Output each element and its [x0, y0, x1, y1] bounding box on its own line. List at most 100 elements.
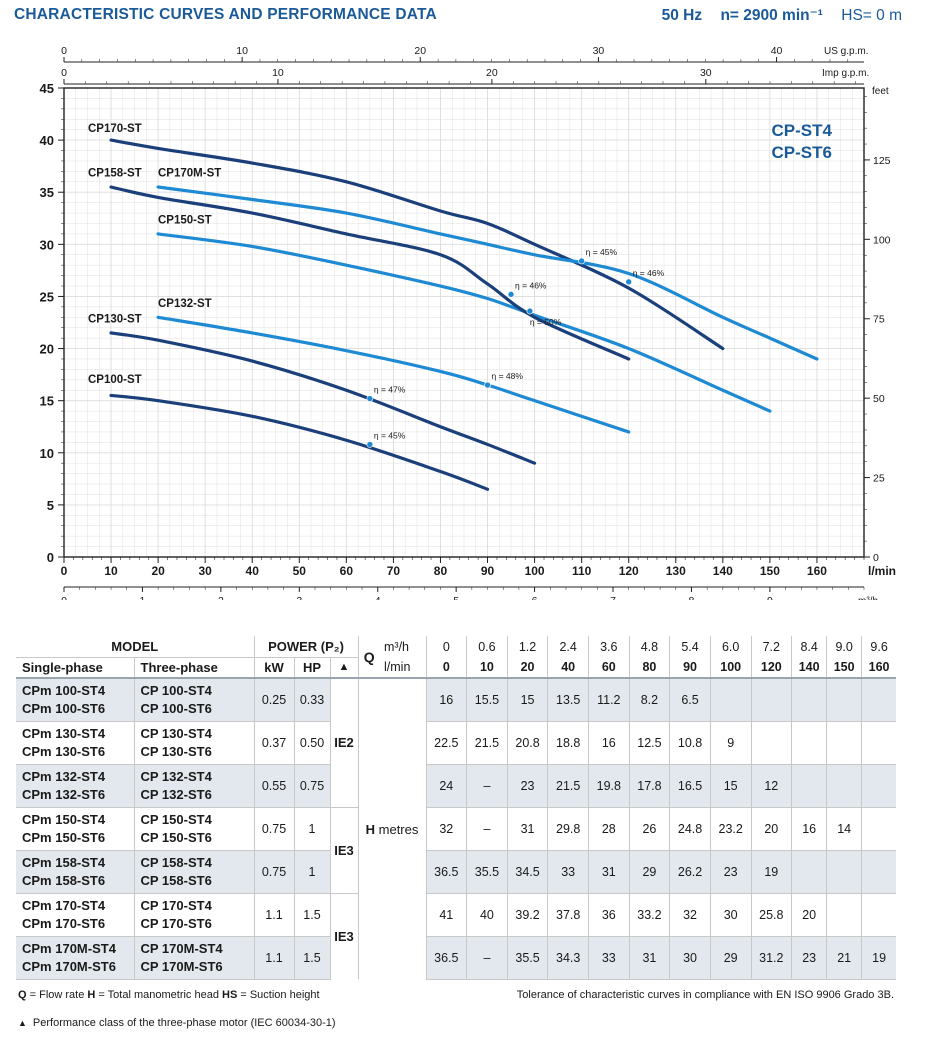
- single-phase-model: CPm 100-ST4 CPm 100-ST6: [16, 677, 134, 721]
- head-value: [791, 849, 827, 893]
- frequency: 50 Hz: [661, 7, 703, 24]
- performance-table: MODEL POWER (P₂) Q m³/h 0 0.6 1.2 2.4 3.…: [16, 636, 896, 980]
- y-tick-label: 20: [40, 342, 54, 357]
- x-tick-label: 120: [619, 564, 639, 578]
- m3h-tick-label: 4: [375, 595, 381, 600]
- suction-height: HS= 0 m: [841, 7, 902, 24]
- head-value: 18.8: [547, 720, 589, 764]
- model-name: CP 132-ST6: [140, 786, 212, 802]
- efficiency-label: η = 50%: [530, 317, 562, 327]
- head-value: 31: [628, 935, 670, 980]
- efficiency-label: η = 47%: [374, 385, 406, 395]
- head-value: 6.5: [669, 677, 711, 721]
- power-hp: 0.75: [293, 763, 330, 807]
- head-value: 19: [861, 935, 896, 980]
- head-value: 22.5: [425, 720, 467, 764]
- x-tick-label: 90: [481, 564, 495, 578]
- imp-gpm-tick-label: 0: [61, 67, 67, 79]
- model-name: CPm 100-ST4: [22, 682, 106, 698]
- hs-text: = Suction height: [237, 989, 320, 1001]
- model-name: CPm 150-ST6: [22, 829, 106, 845]
- table-row: CPm 100-ST4 CPm 100-ST6 CP 100-ST4 CP 100-S…: [16, 677, 896, 979]
- head-value: [791, 763, 827, 807]
- y-tick-label: 35: [40, 185, 54, 200]
- y-tick-label: 15: [40, 394, 54, 409]
- single-phase-model: CPm 170-ST4 CPm 170-ST6: [16, 892, 134, 936]
- q-abbr: Q: [18, 989, 27, 1001]
- model-name: CP 170-ST4: [140, 897, 212, 913]
- head-value: 28: [588, 806, 630, 850]
- model-name: CP 150-ST4: [140, 811, 212, 827]
- single-phase-header: Single-phase: [16, 657, 134, 678]
- efficiency-point: [366, 395, 374, 402]
- q-lmin-cell: 0: [425, 657, 467, 678]
- q-lmin-cell: 80: [628, 657, 670, 678]
- power-kw: 0.37: [253, 720, 294, 764]
- chart-title-line: CP-ST6: [772, 143, 832, 162]
- x-tick-label: 60: [340, 564, 354, 578]
- head-value: [826, 849, 862, 893]
- head-value: [709, 677, 751, 721]
- imp-gpm-tick-label: 20: [486, 67, 498, 79]
- x-tick-label: 150: [760, 564, 780, 578]
- triangle-icon: ▲: [18, 1018, 27, 1028]
- power-kw: 1.1: [253, 892, 294, 936]
- x-tick-label: 30: [198, 564, 212, 578]
- q-m3h-cell: 2.4: [547, 636, 589, 657]
- head-value: 17.8: [628, 763, 670, 807]
- head-value: 34.3: [547, 935, 589, 980]
- series-curve: [109, 138, 725, 351]
- head-value: 29: [628, 849, 670, 893]
- m3h-axis-label: m³/h: [858, 596, 878, 600]
- model-name: CP 100-ST6: [140, 700, 212, 716]
- m3h-tick-label: 8: [689, 595, 695, 600]
- model-name: CP 150-ST6: [140, 829, 212, 845]
- head-value: [750, 720, 792, 764]
- model-name: CP 158-ST6: [140, 872, 212, 888]
- m3h-tick-label: 3: [296, 595, 302, 600]
- head-value: 10.8: [669, 720, 711, 764]
- x-tick-label: 80: [434, 564, 448, 578]
- model-name: CP 170-ST6: [140, 915, 212, 931]
- page-title: CHARACTERISTIC CURVES AND PERFORMANCE DA…: [14, 6, 437, 23]
- head-value: 23: [791, 935, 827, 980]
- three-phase-model: CP 130-ST4 CP 130-ST6: [133, 720, 254, 764]
- head-value: 35.5: [466, 849, 508, 893]
- x-tick-label: 50: [293, 564, 307, 578]
- model-name: CPm 132-ST4: [22, 768, 106, 784]
- table-row: CPm 170-ST4 CPm 170-ST6 CP 170-ST4 CP 170-S…: [16, 892, 896, 979]
- q-lmin-cell: 40: [547, 657, 589, 678]
- efficiency-label: η = 46%: [633, 268, 665, 278]
- head-value: 31: [506, 806, 548, 850]
- head-value: 16: [425, 677, 467, 721]
- head-value: 26.2: [669, 849, 711, 893]
- head-value: 29: [709, 935, 751, 980]
- q-lmin-cell: 140: [791, 657, 827, 678]
- model-name: CPm 100-ST6: [22, 700, 106, 716]
- q-m3h-cell: 1.2: [506, 636, 548, 657]
- series-curve: [109, 393, 490, 491]
- head-value: 16: [791, 806, 827, 850]
- m3h-tick-label: 9: [767, 595, 773, 600]
- model-name: CP 130-ST6: [140, 743, 212, 759]
- model-name: CPm 150-ST4: [22, 811, 106, 827]
- y-tick-label: 10: [40, 446, 54, 461]
- efficiency-point: [507, 291, 515, 298]
- us-gpm-tick-label: 0: [61, 45, 67, 57]
- feet-tick-label: 75: [873, 314, 885, 326]
- head-value: 32: [669, 892, 711, 936]
- performance-chart: 0 10 20 30 40 50 60 70 80 90 100 110 120 130 140 150 160…: [40, 45, 896, 600]
- efficiency-label: η = 48%: [492, 371, 524, 381]
- head-value: 21.5: [466, 720, 508, 764]
- series-curve: [109, 331, 537, 465]
- q-lmin-cell: 160: [861, 657, 896, 678]
- three-phase-model: CP 158-ST4 CP 158-ST6: [133, 849, 254, 893]
- head-value: 41: [425, 892, 467, 936]
- m3h-tick-label: 2: [218, 595, 224, 600]
- head-value: 30: [669, 935, 711, 980]
- three-phase-model: CP 170-ST4 CP 170-ST6: [133, 892, 254, 936]
- series-curve: [156, 232, 772, 413]
- head-value: 19: [750, 849, 792, 893]
- head-value: –: [466, 763, 508, 807]
- head-value: 20: [750, 806, 792, 850]
